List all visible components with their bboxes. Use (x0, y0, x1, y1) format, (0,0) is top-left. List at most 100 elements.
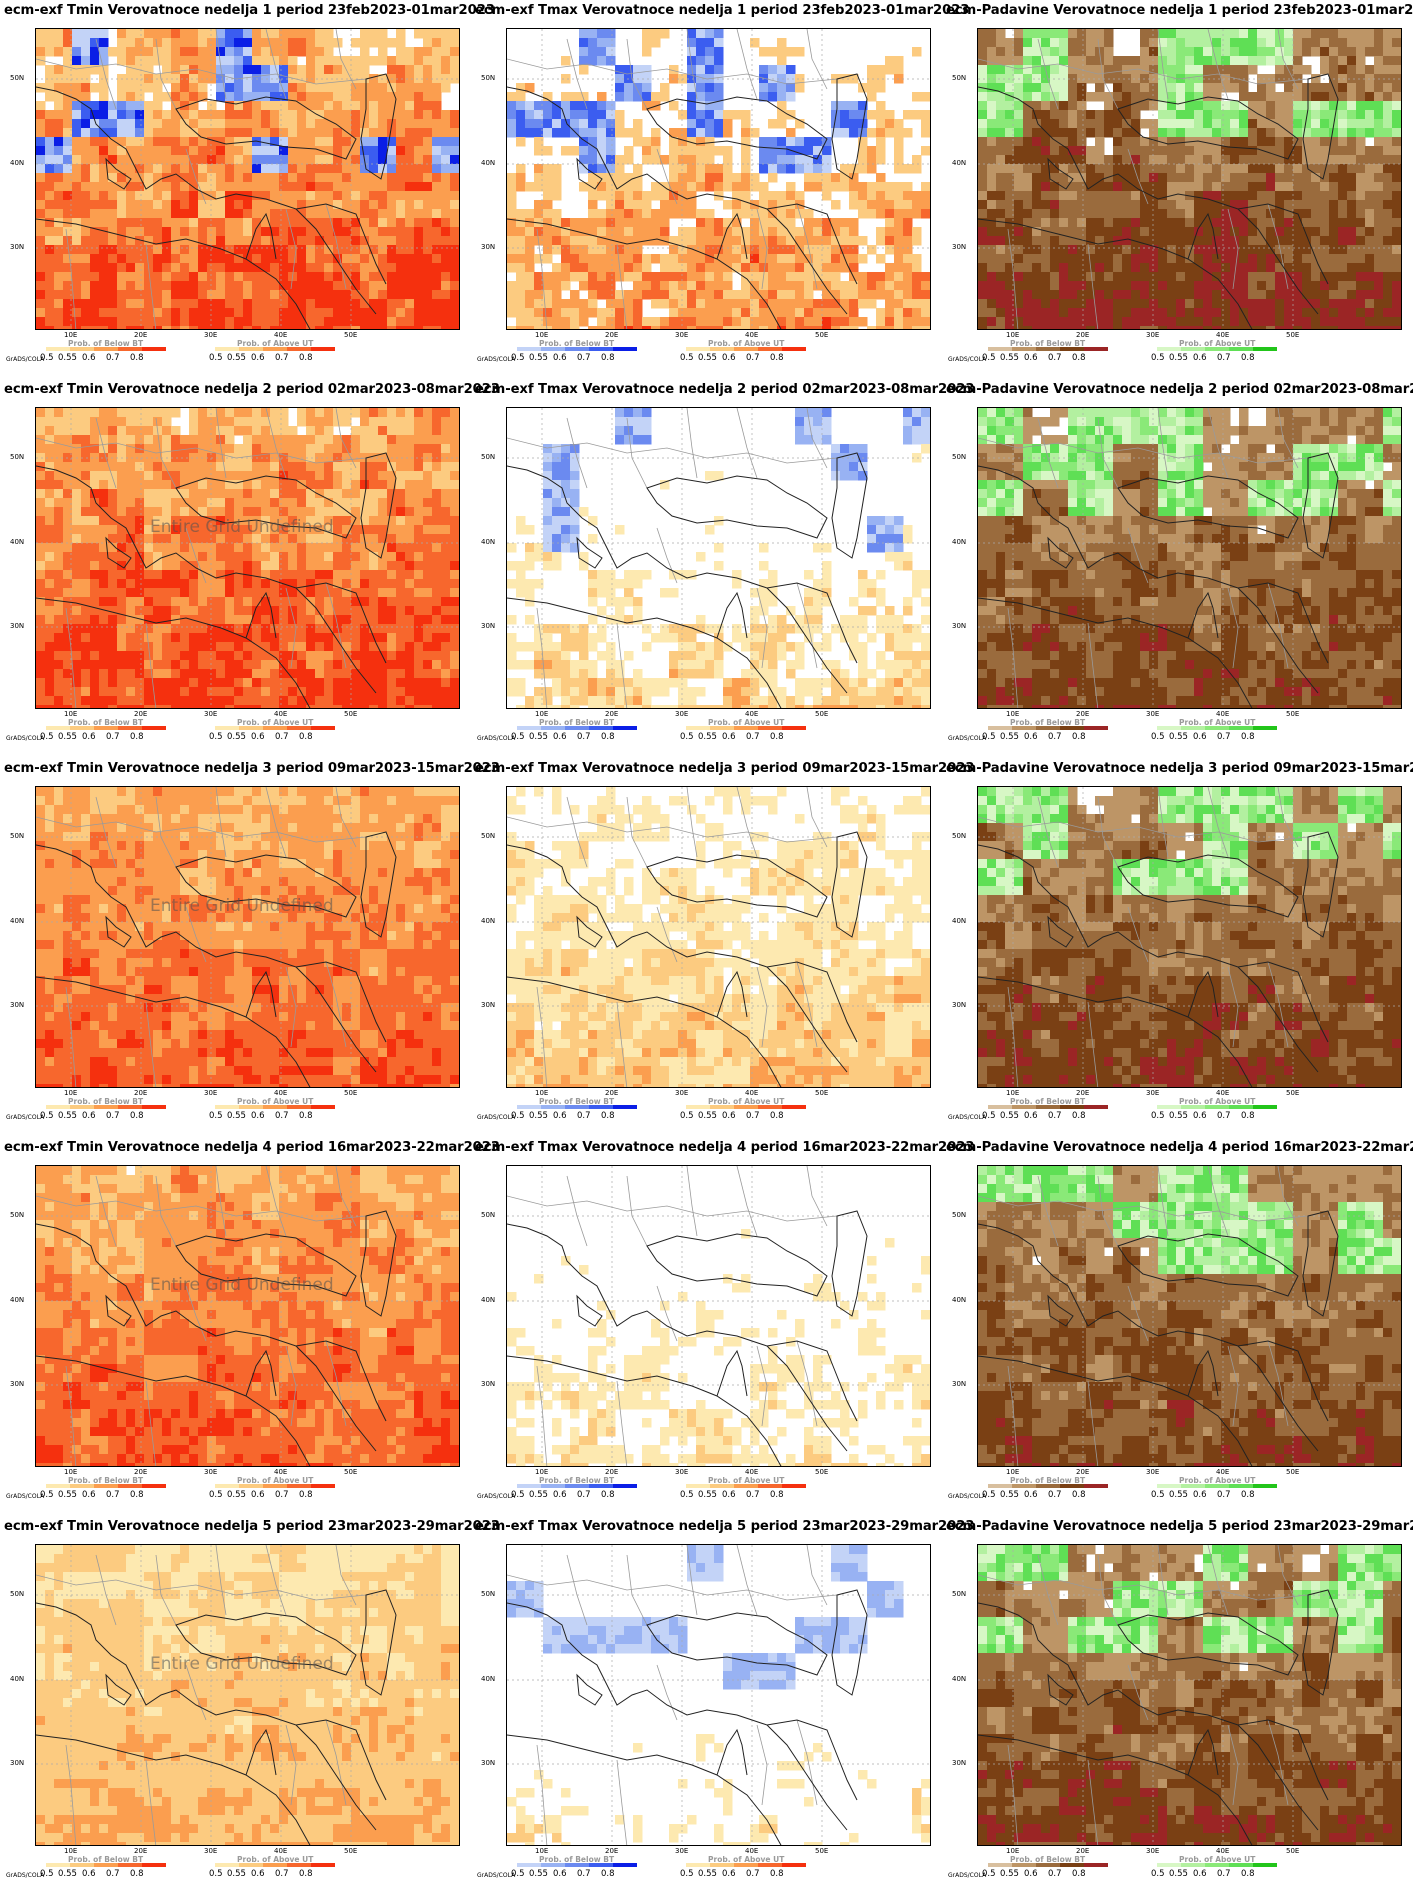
probability-cell (633, 92, 643, 102)
probability-cell (207, 119, 217, 129)
probability-cell (450, 173, 459, 183)
probability-cell (912, 317, 922, 327)
probability-cell (987, 272, 997, 282)
probability-cell (1293, 317, 1303, 327)
probability-cell (1221, 182, 1231, 192)
probability-cell (225, 83, 235, 93)
probability-cell (768, 155, 778, 165)
probability-cell (54, 74, 64, 84)
probability-cell (414, 444, 424, 454)
probability-cell (1041, 74, 1051, 84)
probability-cell (1320, 155, 1330, 165)
probability-cell (987, 245, 997, 255)
probability-cell (633, 218, 643, 228)
probability-cell (378, 444, 388, 454)
probability-cell (369, 417, 379, 427)
probability-cell (1257, 209, 1267, 219)
probability-cell (90, 471, 100, 481)
probability-cell (606, 56, 616, 66)
probability-cell (342, 164, 352, 174)
probability-cell (1005, 110, 1015, 120)
probability-cell (1338, 146, 1348, 156)
probability-cell (36, 435, 46, 445)
probability-cell (369, 462, 379, 472)
probability-cell (333, 236, 343, 246)
probability-cell (1041, 92, 1051, 102)
probability-cell (1365, 101, 1375, 111)
probability-cell (342, 119, 352, 129)
country-border (1127, 148, 1149, 205)
probability-cell (579, 47, 589, 57)
probability-cell (306, 281, 316, 291)
legend-swatch (734, 347, 758, 351)
probability-cell (1158, 74, 1168, 84)
probability-cell (1140, 299, 1150, 309)
probability-cell (189, 444, 199, 454)
probability-cell (1158, 272, 1168, 282)
probability-cell (741, 173, 751, 183)
probability-cell (1275, 281, 1285, 291)
probability-cell (1176, 254, 1186, 264)
probability-cell (687, 254, 697, 264)
probability-cell (1347, 182, 1357, 192)
probability-cell (252, 417, 262, 427)
probability-cell (72, 173, 82, 183)
probability-cell (243, 92, 253, 102)
legend-colorbar (215, 347, 335, 351)
probability-cell (1239, 83, 1249, 93)
probability-cell (1005, 173, 1015, 183)
probability-cell (108, 155, 118, 165)
probability-cell (351, 65, 361, 75)
probability-cell (441, 236, 451, 246)
probability-cell (849, 218, 859, 228)
probability-cell (117, 489, 127, 499)
probability-cell (153, 182, 163, 192)
probability-cell (333, 471, 343, 481)
probability-cell (1338, 308, 1348, 318)
probability-cell (1149, 218, 1159, 228)
probability-cell (1185, 119, 1195, 129)
probability-cell (63, 173, 73, 183)
probability-cell (81, 155, 91, 165)
probability-cell (732, 326, 742, 329)
probability-cell (1077, 92, 1087, 102)
probability-cell (36, 56, 46, 66)
probability-cell (570, 263, 580, 273)
probability-cell (99, 83, 109, 93)
legend-tick: 0.55 (1169, 353, 1188, 363)
probability-cell (1248, 101, 1258, 111)
probability-cell (615, 290, 625, 300)
probability-cell (153, 92, 163, 102)
panel-title: ecm-exf Tmin Verovatnoce nedelja 2 perio… (4, 382, 500, 397)
probability-cell (1149, 308, 1159, 318)
probability-cell (894, 317, 904, 327)
probability-cell (1239, 38, 1249, 48)
probability-cell (1131, 290, 1141, 300)
probability-cell (297, 173, 307, 183)
probability-cell (759, 92, 769, 102)
probability-cell (1023, 155, 1033, 165)
longitude-label: 20E (1076, 331, 1089, 339)
probability-cell (1365, 128, 1375, 138)
probability-cell (1203, 101, 1213, 111)
probability-cell (651, 281, 661, 291)
probability-map (977, 28, 1402, 330)
probability-cell (1185, 290, 1195, 300)
probability-cell (1095, 65, 1105, 75)
probability-cell (1050, 263, 1060, 273)
probability-cell (1383, 191, 1393, 201)
probability-cell (405, 453, 415, 463)
probability-cell (144, 146, 154, 156)
probability-cell (72, 272, 82, 282)
probability-cell (876, 308, 886, 318)
probability-cell (1158, 218, 1168, 228)
probability-cell (624, 65, 634, 75)
probability-cell (270, 272, 280, 282)
probability-cell (996, 236, 1006, 246)
probability-cell (189, 290, 199, 300)
probability-cell (198, 83, 208, 93)
probability-cell (1311, 101, 1321, 111)
probability-cell (396, 236, 406, 246)
probability-cell (987, 74, 997, 84)
probability-cell (1122, 137, 1132, 147)
